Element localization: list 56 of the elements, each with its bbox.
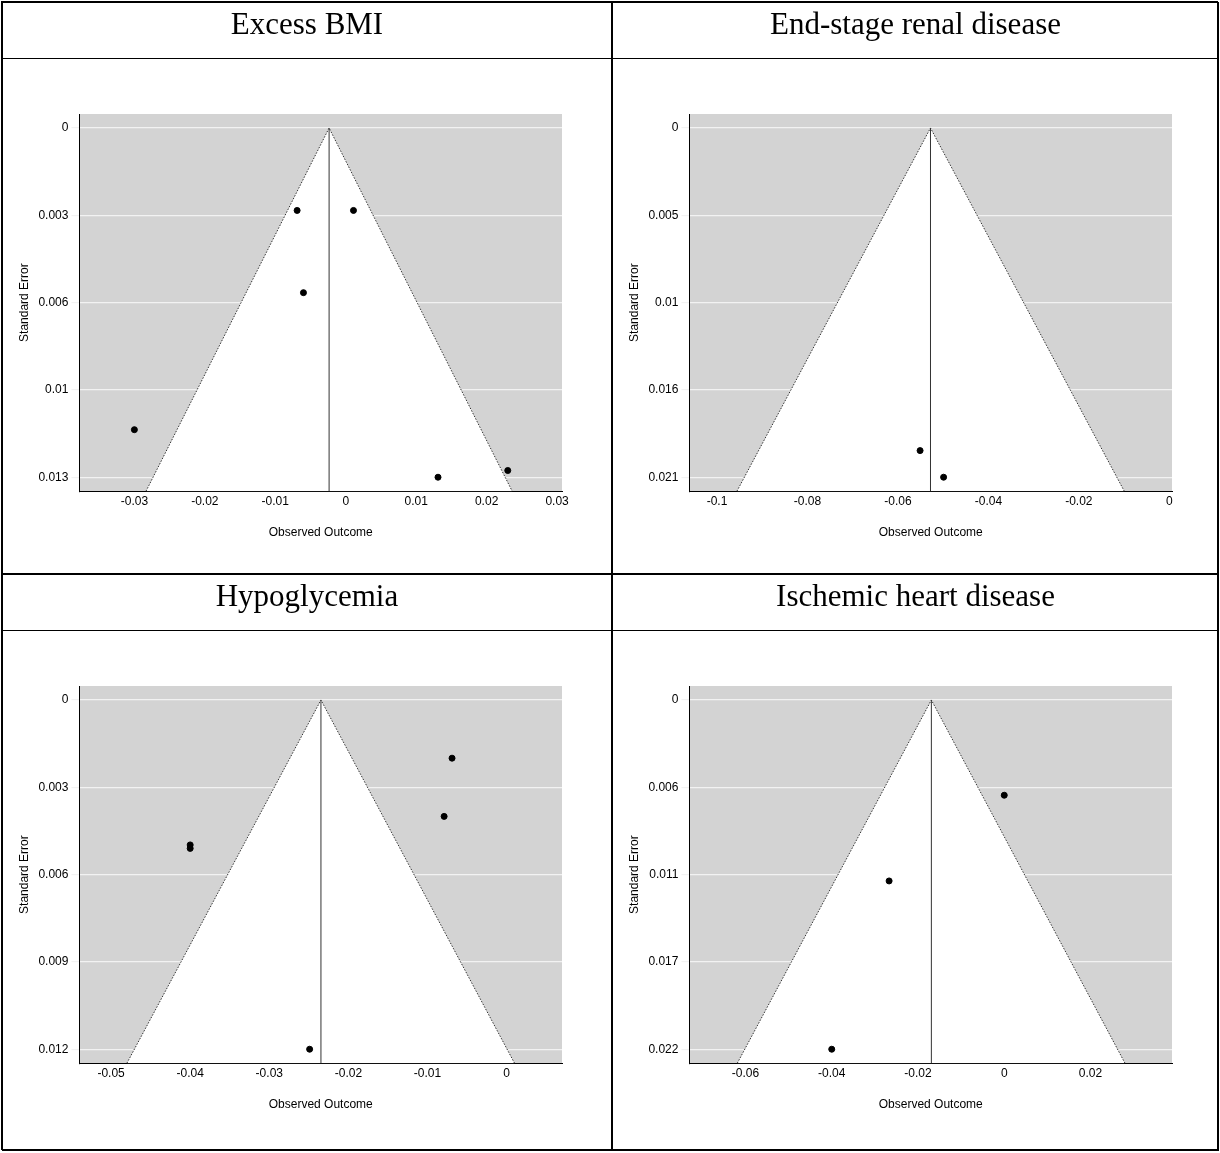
y-tick-label: 0 [671,692,679,707]
y-tick-label: 0.009 [38,954,69,969]
x-axis-title: Observed Outcome [878,1097,984,1112]
y-tick-label: 0.003 [38,779,69,794]
x-tick-label: -0.03 [120,493,149,508]
x-tick-label: -0.04 [974,493,1003,508]
x-tick-label: -0.02 [904,1065,932,1080]
y-axis-title: Standard Error [626,835,641,914]
y-axis-title: Standard Error [16,263,31,342]
x-tick-label: -0.06 [731,1065,760,1080]
x-tick-label: -0.04 [176,1065,205,1080]
y-tick-label: 0.013 [38,469,69,484]
x-axis-title: Observed Outcome [268,525,374,540]
y-tick-label: 0.011 [649,866,679,881]
x-tick-label: -0.02 [1065,493,1093,508]
x-tick-label: -0.02 [334,1065,363,1080]
y-tick-label: 0.021 [648,469,679,484]
x-tick-label: -0.08 [793,493,822,508]
x-tick-label: -0.02 [191,493,219,508]
y-tick-label: 0 [61,692,69,707]
x-axis-title: Observed Outcome [878,525,984,540]
y-tick-label: 0.006 [648,779,679,794]
y-tick-label: 0.01 [45,382,69,397]
x-tick-label: -0.01 [261,493,290,508]
y-tick-label: 0.005 [648,207,679,222]
y-tick-label: 0.006 [38,866,69,881]
y-axis-title: Standard Error [626,263,641,342]
x-tick-label: 0.01 [404,493,429,508]
x-tick-label: 0.02 [474,493,499,508]
y-tick-label: 0 [61,120,69,135]
x-tick-label: -0.1 [706,493,728,508]
chart-title: Excess BMI [3,3,611,59]
x-tick-label: 0.03 [545,493,570,508]
x-tick-label: 0 [342,493,350,508]
x-tick-label: -0.03 [255,1065,284,1080]
y-tick-label: 0.017 [648,954,679,969]
x-tick-label: 0 [1000,1065,1008,1080]
x-tick-label: -0.05 [97,1065,126,1080]
y-tick-label: 0.022 [648,1041,679,1056]
x-tick-label: 0 [503,1065,511,1080]
x-tick-label: -0.06 [884,493,912,508]
x-tick-label: 0 [1165,493,1173,508]
chart-title: Hypoglycemia [3,575,611,631]
x-axis-title: Observed Outcome [268,1097,374,1112]
y-tick-label: 0.006 [38,294,69,309]
y-tick-label: 0.01 [655,294,679,309]
x-tick-label: -0.04 [818,1065,846,1080]
chart-title: Ischemic heart disease [613,575,1218,631]
y-axis-title: Standard Error [16,835,31,914]
x-tick-label: -0.01 [413,1065,442,1080]
y-tick-label: 0.003 [38,207,69,222]
y-tick-label: 0 [671,120,679,135]
x-tick-label: 0.02 [1078,1065,1103,1080]
y-tick-label: 0.016 [648,382,679,397]
chart-title: End-stage renal disease [613,3,1218,59]
y-tick-label: 0.012 [38,1041,69,1056]
